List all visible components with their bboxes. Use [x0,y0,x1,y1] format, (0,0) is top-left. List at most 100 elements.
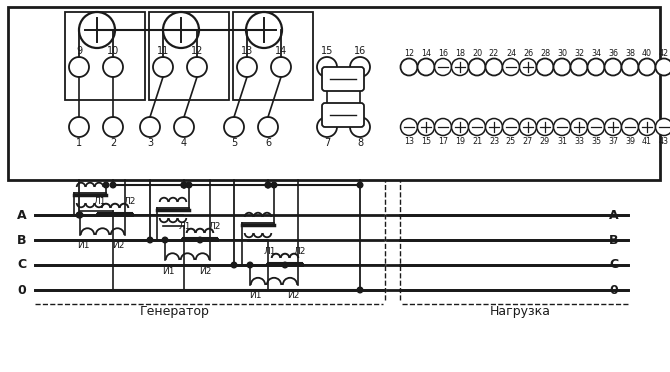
Circle shape [103,182,109,188]
Text: 37: 37 [608,137,618,145]
Circle shape [588,58,604,76]
Text: 14: 14 [421,48,431,58]
Circle shape [502,119,519,135]
Text: 29: 29 [540,137,550,145]
Text: 20: 20 [472,48,482,58]
Text: 22: 22 [489,48,499,58]
Text: 23: 23 [489,137,499,145]
Circle shape [486,119,502,135]
Text: 36: 36 [608,48,618,58]
Text: C: C [17,259,27,272]
Text: 21: 21 [472,137,482,145]
Text: A: A [17,208,27,221]
Circle shape [553,58,570,76]
Text: 27: 27 [523,137,533,145]
Circle shape [350,117,370,137]
Circle shape [69,57,89,77]
Circle shape [401,119,417,135]
Bar [8,7,660,180]
Circle shape [639,58,655,76]
Circle shape [519,119,537,135]
Circle shape [639,119,655,135]
Circle shape [187,57,207,77]
Text: 33: 33 [574,137,584,145]
Text: 15: 15 [321,46,333,56]
Circle shape [77,212,83,218]
Text: 16: 16 [354,46,366,56]
FancyBboxPatch shape [322,67,364,91]
Circle shape [69,117,89,137]
Text: 32: 32 [574,48,584,58]
Circle shape [181,182,187,188]
Text: 43: 43 [659,137,669,145]
Circle shape [588,119,604,135]
Text: 2: 2 [110,138,116,148]
Circle shape [317,57,337,77]
Circle shape [452,119,468,135]
Text: 40: 40 [642,48,652,58]
Circle shape [570,119,588,135]
Circle shape [174,117,194,137]
FancyBboxPatch shape [322,103,364,127]
Circle shape [271,182,277,188]
Circle shape [79,12,115,48]
Circle shape [317,117,337,137]
Text: C: C [610,259,618,272]
Circle shape [162,237,168,243]
Text: 7: 7 [324,138,330,148]
Text: 12: 12 [404,48,414,58]
Bar [233,12,313,100]
Circle shape [452,58,468,76]
Circle shape [247,262,253,268]
Text: 25: 25 [506,137,516,145]
Circle shape [357,287,362,293]
Text: 14: 14 [275,46,287,56]
Text: 8: 8 [357,138,363,148]
Circle shape [417,58,435,76]
Circle shape [655,58,670,76]
Circle shape [181,182,187,188]
Text: 1: 1 [76,138,82,148]
Circle shape [147,237,153,243]
Text: 38: 38 [625,48,635,58]
Text: Л2: Л2 [294,247,306,256]
Circle shape [110,182,116,188]
Text: 16: 16 [438,48,448,58]
Text: 30: 30 [557,48,567,58]
Text: 9: 9 [76,46,82,56]
Text: И1: И1 [161,266,174,276]
Circle shape [224,117,244,137]
Text: 3: 3 [147,138,153,148]
Text: 28: 28 [540,48,550,58]
Circle shape [246,12,282,48]
Circle shape [435,119,452,135]
Circle shape [468,119,486,135]
Text: 4: 4 [181,138,187,148]
Text: 12: 12 [191,46,203,56]
Circle shape [237,57,257,77]
Circle shape [265,182,271,188]
Circle shape [265,182,271,188]
Circle shape [401,58,417,76]
Text: 17: 17 [438,137,448,145]
Circle shape [655,119,670,135]
Text: 34: 34 [591,48,601,58]
Text: 35: 35 [591,137,601,145]
Text: 13: 13 [241,46,253,56]
Text: Л1: Л1 [94,196,107,205]
Circle shape [537,58,553,76]
Text: 42: 42 [659,48,669,58]
Circle shape [553,119,570,135]
Circle shape [76,212,82,218]
Text: 15: 15 [421,137,431,145]
Circle shape [435,58,452,76]
Bar [65,12,145,100]
Text: Нагрузка: Нагрузка [490,305,551,318]
Circle shape [486,58,502,76]
Text: 13: 13 [404,137,414,145]
Text: Л1: Л1 [264,247,276,256]
Circle shape [153,57,173,77]
Circle shape [604,58,622,76]
Text: И1: И1 [249,292,261,301]
Text: B: B [609,234,619,247]
